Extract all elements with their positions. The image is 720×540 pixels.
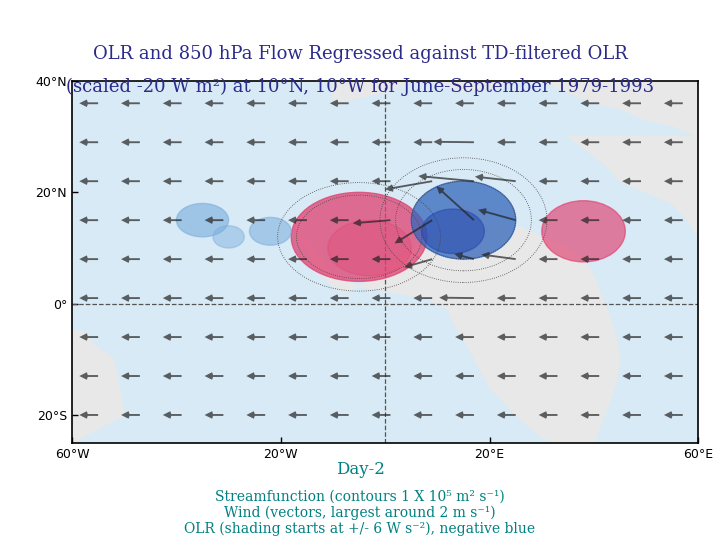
Text: OLR and 850 h​Pa Flow Regressed against TD-filtered OLR: OLR and 850 h​Pa Flow Regressed against … xyxy=(93,45,627,63)
Ellipse shape xyxy=(250,218,291,245)
Polygon shape xyxy=(568,137,698,237)
Ellipse shape xyxy=(328,220,411,276)
Text: Wind (vectors, largest around 2 m s⁻¹): Wind (vectors, largest around 2 m s⁻¹) xyxy=(224,506,496,520)
Ellipse shape xyxy=(291,192,427,281)
Ellipse shape xyxy=(213,226,244,248)
Ellipse shape xyxy=(411,181,516,259)
Text: Day-2: Day-2 xyxy=(336,461,384,478)
Polygon shape xyxy=(72,332,124,443)
Polygon shape xyxy=(333,81,698,137)
Text: OLR (shading starts at +/- 6 W s⁻²), negative blue: OLR (shading starts at +/- 6 W s⁻²), neg… xyxy=(184,522,536,536)
Text: (scaled -20 W m²) at 10°N, 10°W for June-September 1979-1993: (scaled -20 W m²) at 10°N, 10°W for June… xyxy=(66,77,654,96)
Polygon shape xyxy=(297,204,620,460)
Ellipse shape xyxy=(541,201,625,262)
Ellipse shape xyxy=(176,204,229,237)
Ellipse shape xyxy=(422,209,485,254)
Text: Streamfunction (contours 1 X 10⁵ m² s⁻¹): Streamfunction (contours 1 X 10⁵ m² s⁻¹) xyxy=(215,490,505,504)
